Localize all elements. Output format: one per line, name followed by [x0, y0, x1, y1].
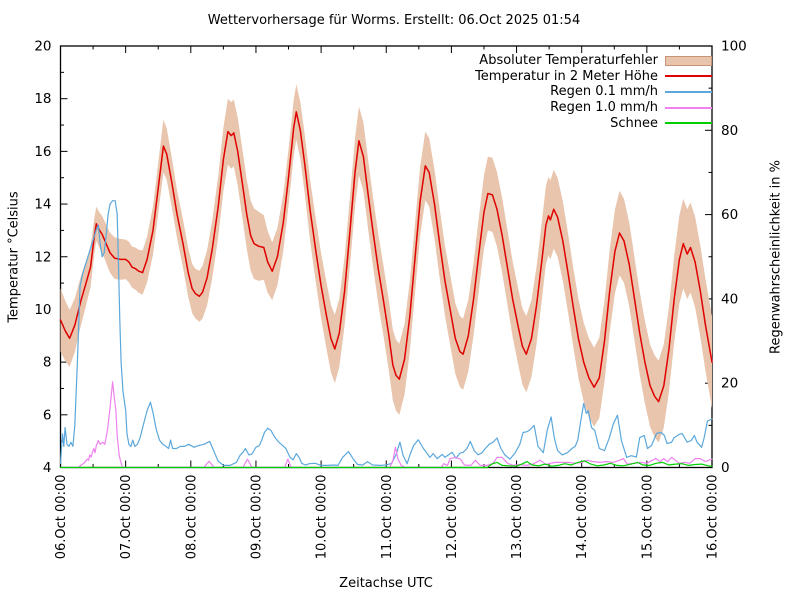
rain-10-line: [59, 381, 713, 469]
legend-swatch-rain-10-line: [665, 106, 712, 109]
y-left-tick-label: 6: [43, 407, 52, 423]
legend-item-rain-01: Regen 0.1 mm/h: [475, 84, 712, 100]
legend-swatch-snow-line: [665, 122, 712, 125]
x-axis-label: Zeitachse UTC: [339, 576, 433, 591]
legend-label-snow: Schnee: [610, 115, 658, 131]
y-right-tick-label: 100: [721, 39, 747, 55]
y-right-tick-label: 40: [721, 291, 738, 307]
legend-label-rain-10: Regen 1.0 mm/h: [550, 100, 658, 116]
y-right-tick-label: 80: [721, 123, 738, 139]
legend-item-temperature: Temperatur in 2 Meter Höhe: [475, 69, 712, 85]
x-tick-label: 11.Oct 00:00: [380, 475, 395, 560]
y-left-tick-label: 8: [43, 355, 52, 371]
y-axis-left-label: Temperatur °Celsius: [6, 191, 22, 323]
x-tick-label: 09.Oct 00:00: [249, 475, 264, 560]
x-tick-label: 16.Oct 00:00: [706, 475, 721, 560]
legend: Absoluter Temperaturfehler Temperatur in…: [475, 53, 712, 131]
legend-item-rain-10: Regen 1.0 mm/h: [475, 100, 712, 116]
y-right-tick-label: 0: [721, 460, 730, 476]
legend-swatch-temperature-error-band: [665, 55, 712, 66]
x-tick-label: 10.Oct 00:00: [315, 475, 330, 560]
legend-label-temperature-error: Absoluter Temperaturfehler: [479, 53, 658, 69]
x-tick-label: 08.Oct 00:00: [184, 475, 199, 560]
legend-label-rain-01: Regen 0.1 mm/h: [550, 84, 658, 100]
y-left-tick-label: 16: [34, 144, 51, 160]
y-left-tick-label: 14: [34, 197, 51, 213]
y-left-tick-label: 20: [34, 39, 51, 55]
y-right-tick-label: 60: [721, 207, 738, 223]
y-left-tick-label: 18: [34, 91, 51, 107]
legend-item-snow: Schnee: [475, 115, 712, 131]
snow-line: [59, 460, 713, 469]
x-tick-label: 13.Oct 00:00: [510, 475, 525, 560]
legend-item-temperature-error: Absoluter Temperaturfehler: [475, 53, 712, 69]
x-tick-label: 07.Oct 00:00: [119, 475, 134, 560]
x-tick-label: 12.Oct 00:00: [445, 475, 460, 560]
x-tick-label: 15.Oct 00:00: [640, 475, 655, 560]
legend-swatch-temperature-line: [665, 75, 712, 78]
y-right-tick-label: 20: [721, 376, 738, 392]
chart-title: Wettervorhersage für Worms. Erstellt: 06…: [207, 13, 581, 28]
temperature-line: [59, 111, 713, 403]
legend-label-temperature: Temperatur in 2 Meter Höhe: [475, 68, 658, 84]
x-tick-label: 06.Oct 00:00: [54, 475, 69, 560]
y-left-tick-label: 4: [43, 460, 52, 476]
rain-01-line: [59, 200, 713, 466]
x-tick-label: 14.Oct 00:00: [575, 475, 590, 560]
y-left-tick-label: 12: [34, 249, 51, 265]
y-axis-right-label: Regenwahrscheinlichkeit in %: [768, 160, 784, 354]
temperature-error-band: [60, 84, 712, 443]
y-left-tick-label: 10: [34, 302, 51, 318]
legend-swatch-rain-01-line: [665, 90, 712, 93]
